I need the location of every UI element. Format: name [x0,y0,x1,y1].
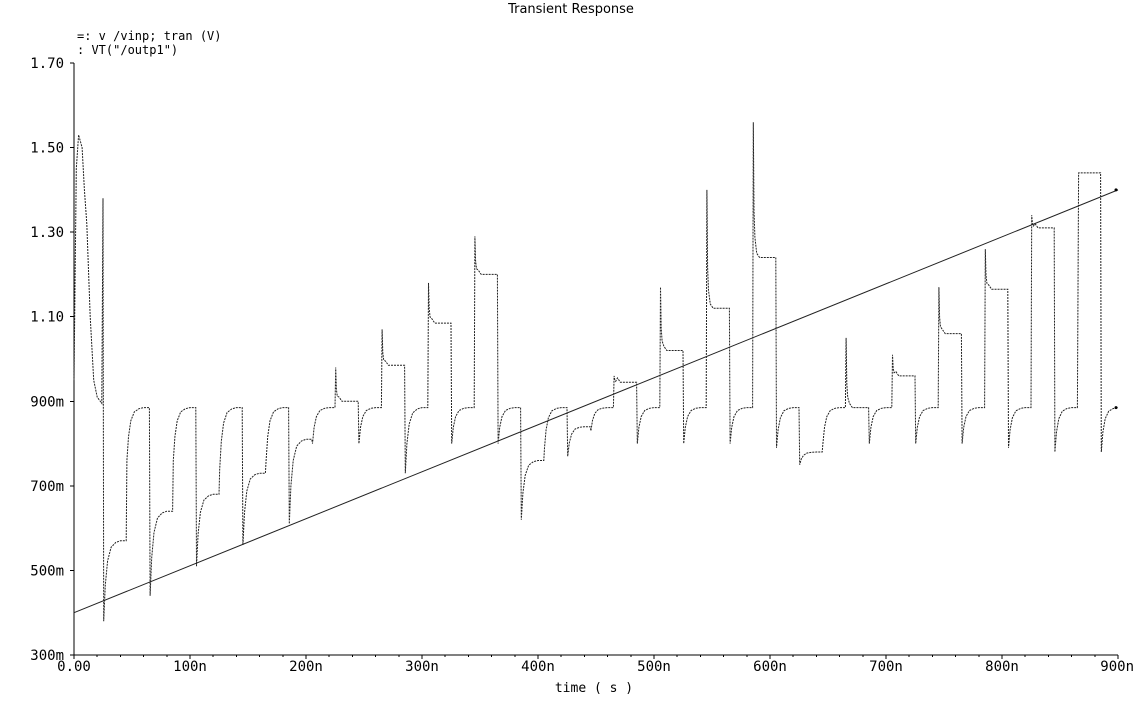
plot-series [73,122,1119,622]
x-tick-label: 100n [173,659,207,675]
x-tick-label: 700n [869,659,903,675]
x-tick-label: 600n [753,659,787,675]
x-tick-label: 500n [637,659,671,675]
x-tick-label: 800n [985,659,1019,675]
x-tick-label: 400n [521,659,555,675]
x-axis-label: time ( s ) [555,681,633,696]
x-tick-label: 900n [1100,659,1134,675]
series-line-vinp [73,189,1119,614]
x-axis-ticks: 0.00 100n 200n 300n 400n 500n 600n 700n 800n 900n [57,655,1134,675]
y-tick-label: 1.10 [30,310,64,326]
y-tick-label: 500m [30,563,64,579]
y-tick-label: 1.50 [30,141,64,157]
y-tick-label: 1.70 [30,56,64,72]
x-tick-label: 200n [289,659,323,675]
legend: =: v /vinp; tran (V) : VT("/outp1") [77,29,222,57]
series-end-marker [1114,188,1118,192]
y-axis-ticks: 300m 500m 700m 900m 1.10 1.30 1.50 1.70 [30,56,74,664]
x-tick-label: 0.00 [57,659,91,675]
y-tick-label: 300m [30,648,64,664]
y-tick-label: 700m [30,479,64,495]
x-tick-label: 300n [405,659,439,675]
series-line-outp1 [73,122,1119,622]
legend-entry-outp1: : VT("/outp1") [77,43,178,57]
y-tick-label: 900m [30,394,64,410]
series-end-marker [1114,406,1118,410]
chart-title: Transient Response [507,2,634,17]
legend-entry-vinp: =: v /vinp; tran (V) [77,29,222,43]
y-tick-label: 1.30 [30,225,64,241]
